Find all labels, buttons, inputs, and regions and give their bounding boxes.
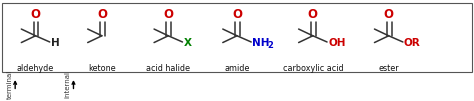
Text: O: O [163, 8, 173, 21]
Text: O: O [232, 8, 242, 21]
Text: H: H [51, 38, 59, 48]
Text: aldehyde: aldehyde [17, 64, 54, 73]
Text: acid halide: acid halide [146, 64, 190, 73]
Text: OH: OH [328, 38, 346, 48]
Text: O: O [30, 8, 41, 21]
Text: carboxylic acid: carboxylic acid [283, 64, 343, 73]
Text: ketone: ketone [88, 64, 116, 73]
Text: O: O [97, 8, 107, 21]
Text: amide: amide [224, 64, 250, 73]
Text: OR: OR [404, 38, 420, 48]
Text: O: O [308, 8, 318, 21]
Text: internal: internal [65, 71, 71, 98]
Text: X: X [183, 38, 191, 48]
Text: O: O [383, 8, 394, 21]
Text: ester: ester [378, 64, 399, 73]
Text: terminal: terminal [7, 70, 12, 99]
Text: NH: NH [252, 38, 270, 48]
Text: 2: 2 [268, 41, 273, 50]
